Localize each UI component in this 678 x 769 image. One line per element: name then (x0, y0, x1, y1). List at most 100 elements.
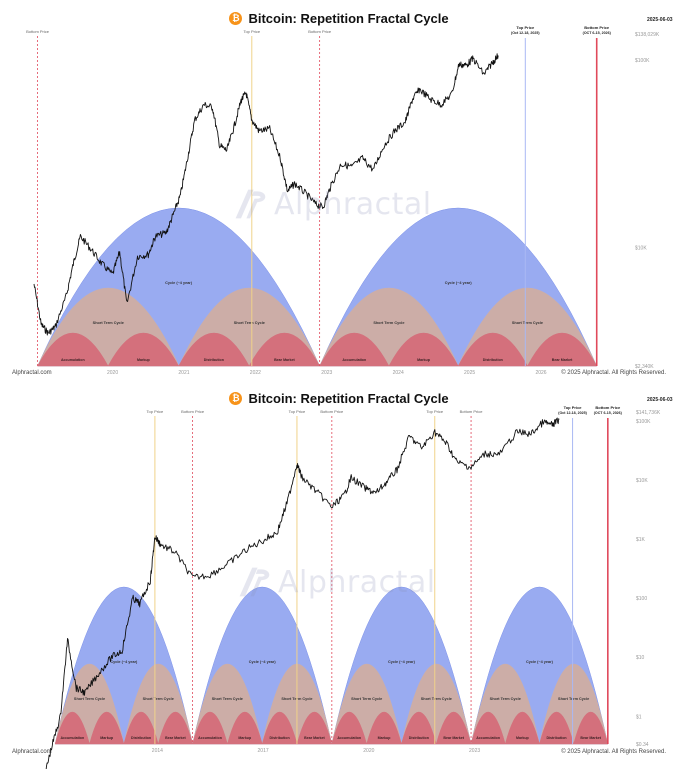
y-tick-label: $1K (636, 537, 646, 543)
x-tick-label: 2025 (464, 370, 475, 376)
price-line (33, 53, 499, 336)
phase-arch (319, 332, 390, 367)
phase-arch (331, 712, 367, 745)
phase-label: Bear Market (274, 358, 295, 362)
y-tick-label: $100 (636, 596, 647, 602)
bottom-price-label: Bottom Price (181, 409, 205, 414)
x-tick-label: 2024 (393, 370, 404, 376)
phase-label: Bear Market (304, 736, 325, 740)
phase-label: Bear Market (443, 736, 464, 740)
watermark: Alphractal (232, 186, 432, 222)
phase-arch (157, 711, 193, 745)
chart-panel-top: Accumulation Markup Distribution Bear Marke… (0, 0, 678, 380)
footer-copyright: © 2025 Alphractal. All Rights Reserved. (561, 749, 666, 755)
top-price-label: Top Price (243, 29, 260, 34)
chart-panel-bottom: Accumulation Markup Distribution Bear Marke… (0, 384, 678, 769)
y-tick-label: $10K (635, 246, 647, 252)
chart-date: 2025-06-03 (647, 17, 673, 23)
forecast-top-label: Top Price (564, 405, 583, 410)
y-tick-label: $100K (636, 419, 651, 425)
alphractal-logo-icon (235, 189, 266, 219)
chart-title: Bitcoin: Repetition Fractal Cycle (248, 391, 449, 406)
watermark-text: Alphractal (278, 564, 436, 600)
short-cycle-label: Short Term Cycle (373, 321, 404, 325)
y-tick-label: $10 (636, 655, 645, 661)
forecast-top-label: Top Price (516, 25, 535, 30)
cycle-label: Cycle (~4 year) (388, 660, 416, 664)
phase-arch (227, 712, 263, 745)
phase-arch (248, 332, 321, 367)
cycle-label: Cycle (~4 year) (110, 660, 138, 664)
y-tick-label: $10K (636, 478, 648, 484)
forecast-bottom-date: (OCT 6-15, 2026) (594, 411, 623, 415)
y-tick-label: $0.34 (636, 742, 649, 748)
phase-label: Bear Market (165, 736, 186, 740)
phase-arch (178, 332, 250, 367)
x-tick-label: 2022 (250, 370, 261, 376)
phase-arch (89, 711, 125, 745)
phase-label: Accumulation (60, 736, 84, 740)
footer-site[interactable]: Alphractal.com (12, 749, 52, 755)
phase-arch (37, 332, 109, 367)
bitcoin-icon: ₿ (229, 392, 243, 405)
phase-arch (435, 712, 472, 745)
phase-arch (470, 711, 506, 745)
chart-title: Bitcoin: Repetition Fractal Cycle (248, 11, 449, 26)
phase-arch (366, 712, 402, 745)
chart-date: 2025-06-03 (647, 397, 673, 403)
phase-arch (504, 711, 540, 745)
bottom-price-label: Bottom Price (320, 409, 344, 414)
bottom-price-label: Bottom Price (26, 29, 50, 34)
short-cycle-label: Short Term Cycle (143, 697, 174, 701)
phase-label: Markup (378, 736, 392, 740)
footer-copyright: © 2025 Alphractal. All Rights Reserved. (561, 370, 666, 376)
phase-label: Accumulation (198, 736, 222, 740)
phase-arch (296, 712, 333, 745)
cycle-chart-bottom: Accumulation Markup Distribution Bear Marke… (45, 405, 661, 769)
phase-label: Bear Market (580, 736, 601, 740)
short-cycle-label: Short Term Cycle (212, 697, 243, 701)
phase-arch (261, 712, 298, 745)
forecast-top-date: (Oct 12-18, 2025) (511, 31, 540, 35)
top-price-label: Top Price (147, 409, 164, 414)
cycle-label: Cycle (~4 year) (249, 660, 277, 664)
footer-site[interactable]: Alphractal.com (12, 370, 52, 376)
x-tick-label: 2017 (258, 748, 269, 754)
watermark: Alphractal (236, 564, 436, 600)
phase-label: Accumulation (342, 358, 366, 362)
phase-label: Distribution (483, 358, 503, 362)
phase-label: Markup (417, 358, 431, 362)
x-tick-label: 2023 (321, 370, 332, 376)
y-tick-label: $141,736K (636, 410, 661, 416)
short-cycle-label: Short Term Cycle (93, 321, 124, 325)
alphractal-logo-icon (239, 567, 270, 597)
cycle-label: Cycle (~4 year) (526, 660, 554, 664)
chart-title-bar: ₿ Bitcoin: Repetition Fractal Cycle (0, 391, 678, 406)
phase-label: Accumulation (476, 736, 500, 740)
short-cycle-label: Short Term Cycle (351, 697, 382, 701)
phase-arch (123, 711, 159, 745)
forecast-bottom-date: (OCT 6-15, 2026) (583, 31, 612, 35)
cycle-chart-top: Accumulation Markup Distribution Bear Marke… (26, 25, 660, 376)
short-cycle-label: Short Term Cycle (512, 321, 543, 325)
phase-label: Markup (516, 736, 530, 740)
bottom-price-label: Bottom Price (308, 29, 332, 34)
y-tick-label: $2,340K (635, 364, 654, 370)
phase-arch (54, 711, 90, 745)
phase-label: Accumulation (337, 736, 361, 740)
x-tick-label: 2023 (469, 748, 480, 754)
short-cycle-label: Short Term Cycle (234, 321, 265, 325)
phase-arch (388, 332, 459, 367)
x-tick-label: 2021 (178, 370, 189, 376)
y-tick-label: $138,029K (635, 32, 660, 38)
y-tick-label: $1 (636, 714, 642, 720)
forecast-bottom-label: Bottom Price (584, 25, 610, 30)
x-tick-label: 2020 (363, 748, 374, 754)
forecast-top-date: (Oct 12-18, 2025) (558, 411, 587, 415)
forecast-bottom-label: Bottom Price (595, 405, 621, 410)
top-price-label: Top Price (426, 409, 443, 414)
bottom-price-label: Bottom Price (460, 409, 484, 414)
top-price-label: Top Price (289, 409, 306, 414)
phase-label: Markup (238, 736, 252, 740)
phase-arch (192, 712, 228, 745)
